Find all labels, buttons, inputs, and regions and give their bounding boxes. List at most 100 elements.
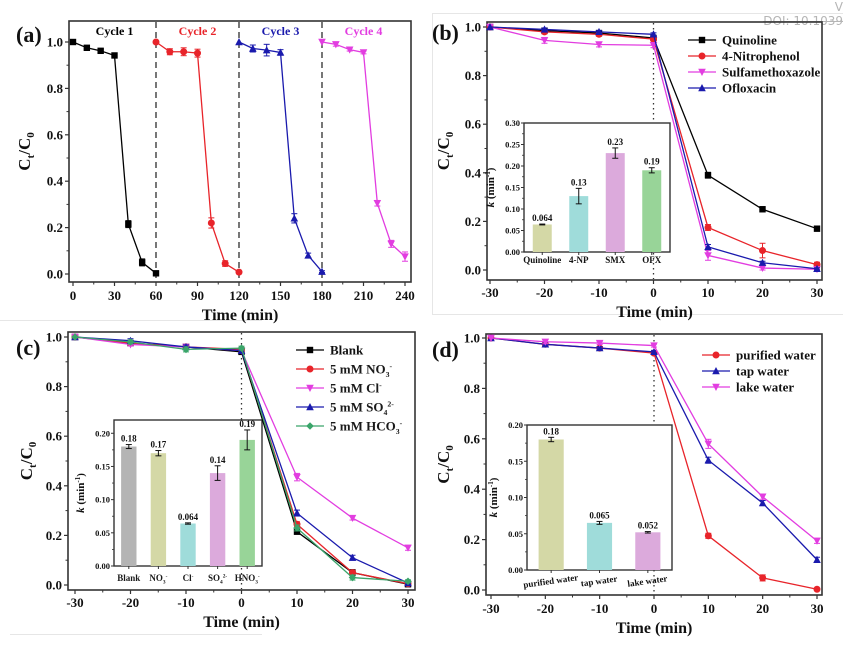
inset-y-tick-label: 0.20	[95, 428, 110, 438]
inset-category-label-sup: 2-	[223, 573, 228, 579]
data-point	[759, 574, 767, 582]
legend-label-base: 5 mM NO	[330, 362, 386, 377]
x-tick-label: 30	[811, 601, 824, 616]
inset-y-tick-label: 0.05	[505, 226, 520, 236]
inset-bar	[642, 170, 662, 252]
inset-bar-value-label: 0.13	[571, 177, 587, 187]
x-tick-label: 60	[150, 288, 163, 303]
inset-category-label-base: SO	[208, 573, 220, 583]
legend-marker	[306, 422, 314, 430]
inset-y-axis-label-close: )	[485, 167, 497, 171]
x-tick-label: 10	[702, 601, 715, 616]
legend-marker	[306, 403, 314, 411]
inset-y-tick-label: 0.00	[95, 561, 110, 571]
y-tick-label: 0.6	[46, 429, 63, 444]
data-point	[759, 206, 766, 213]
inset-bar-value-label: 0.052	[638, 521, 659, 531]
y-axis-label-part: /C	[15, 138, 34, 156]
x-tick-label: -10	[590, 285, 607, 300]
panel-b: (b)0.00.20.40.60.81.0-30 -20 -10 0 10 20 30Tim…	[432, 20, 824, 322]
inset-category-label: OFX	[642, 255, 661, 265]
inset-bar	[239, 439, 255, 566]
inset-y-tick-label: 0.15	[95, 461, 110, 471]
legend-marker	[306, 346, 314, 354]
series-ofloxacin	[486, 23, 821, 272]
y-axis-label-part: /C	[17, 447, 36, 465]
y-axis-label: Ct/C0	[434, 445, 456, 484]
y-axis-label-part: 0	[27, 441, 39, 447]
inset-bar-chart: 0.00 0.05 0.10 0.15 0.20 0.25 0.30 k (min-1) 0.0…	[484, 118, 671, 265]
y-tick-label: 0.4	[47, 174, 64, 189]
data-point	[293, 524, 301, 532]
inset-y-axis-label-close: )	[488, 477, 500, 481]
x-tick-label: 20	[756, 601, 769, 616]
panel-label: (c)	[16, 335, 40, 360]
data-point	[359, 49, 368, 57]
data-point	[540, 37, 549, 45]
data-point	[704, 252, 712, 260]
y-tick-label: 0.6	[47, 127, 64, 142]
data-point	[262, 46, 271, 54]
legend-label: lake water	[736, 380, 794, 395]
data-point	[293, 473, 301, 482]
cycle-annotation: Cycle 2	[179, 24, 217, 38]
x-tick-label: 20	[346, 595, 359, 610]
x-tick-label: -10	[591, 601, 608, 616]
data-point	[348, 573, 357, 582]
x-tick-label: -30	[66, 595, 83, 610]
inset-category-label-sup: -	[192, 573, 194, 579]
data-point	[293, 509, 301, 517]
legend-marker	[698, 84, 706, 92]
legend-label-base: 5 mM Cl	[330, 381, 379, 396]
cycle-annotation: Cycle 4	[345, 24, 383, 38]
panel-d: (d)0.00.20.40.60.81.0-30 -20 -10 0 10 20 30Tim…	[432, 331, 824, 638]
data-point	[704, 172, 712, 179]
inset-bar-chart: 0.00 0.05 0.10 0.15 0.20 k (min-1) 0.18 Blank 0.…	[74, 419, 263, 585]
legend-marker	[712, 383, 720, 391]
x-tick-label: 0	[651, 601, 658, 616]
x-tick-label: -30	[482, 601, 499, 616]
y-tick-label: 0.6	[464, 431, 481, 446]
inset-bar-value-label: 0.18	[543, 426, 559, 436]
data-point	[304, 251, 312, 259]
y-axis-label-part: t	[25, 154, 37, 158]
y-tick-label: 0.2	[464, 532, 480, 547]
data-point	[758, 258, 767, 266]
inset-y-tick-label: 0.20	[505, 161, 520, 171]
data-point	[758, 499, 767, 507]
y-tick-label: 1.0	[47, 35, 63, 50]
x-tick-label: 210	[354, 288, 374, 303]
legend-label-sup: -	[400, 418, 403, 427]
legend-marker	[712, 367, 720, 375]
legend-marker	[712, 351, 720, 359]
legend-label: 4-Nitrophenol	[722, 49, 800, 64]
inset-y-axis-label-exp: -1	[487, 481, 495, 487]
inset-category-label: lake water	[627, 573, 668, 589]
x-axis-label: Time (min)	[203, 614, 280, 631]
inset-category-label: Quinoline	[523, 255, 561, 265]
inset-bar	[150, 453, 167, 566]
y-axis-label: Ct/C0	[17, 441, 39, 480]
y-tick-label: 0.4	[465, 165, 482, 180]
inset-category-label-sup: -	[258, 573, 260, 579]
legend-label-sub: 3	[386, 370, 390, 379]
inset-category-label-sub: 3	[163, 579, 166, 585]
inset-y-tick-label: 0.25	[505, 140, 520, 150]
x-tick-label: 90	[191, 288, 204, 303]
inset-bar	[586, 522, 613, 570]
y-axis-label-part: t	[27, 464, 39, 468]
data-point	[813, 585, 821, 593]
legend-marker	[306, 384, 314, 392]
y-tick-label: 0.8	[464, 381, 481, 396]
series-line	[72, 41, 157, 274]
inset-y-axis-label: k (min-1)	[74, 473, 87, 513]
inset-y-axis-label-k: k	[488, 511, 500, 517]
data-point	[180, 48, 188, 56]
inset-category-label: NO3-	[149, 573, 167, 585]
data-point	[387, 240, 395, 248]
inset-bar-chart: 0.00 0.05 0.10 0.15 0.20 k (min-1) 0.18 purifie…	[487, 420, 673, 590]
inset-bar	[532, 224, 552, 252]
panel-c-bottom-border	[10, 634, 262, 635]
legend-marker	[698, 36, 706, 44]
x-tick-label: 180	[312, 288, 332, 303]
